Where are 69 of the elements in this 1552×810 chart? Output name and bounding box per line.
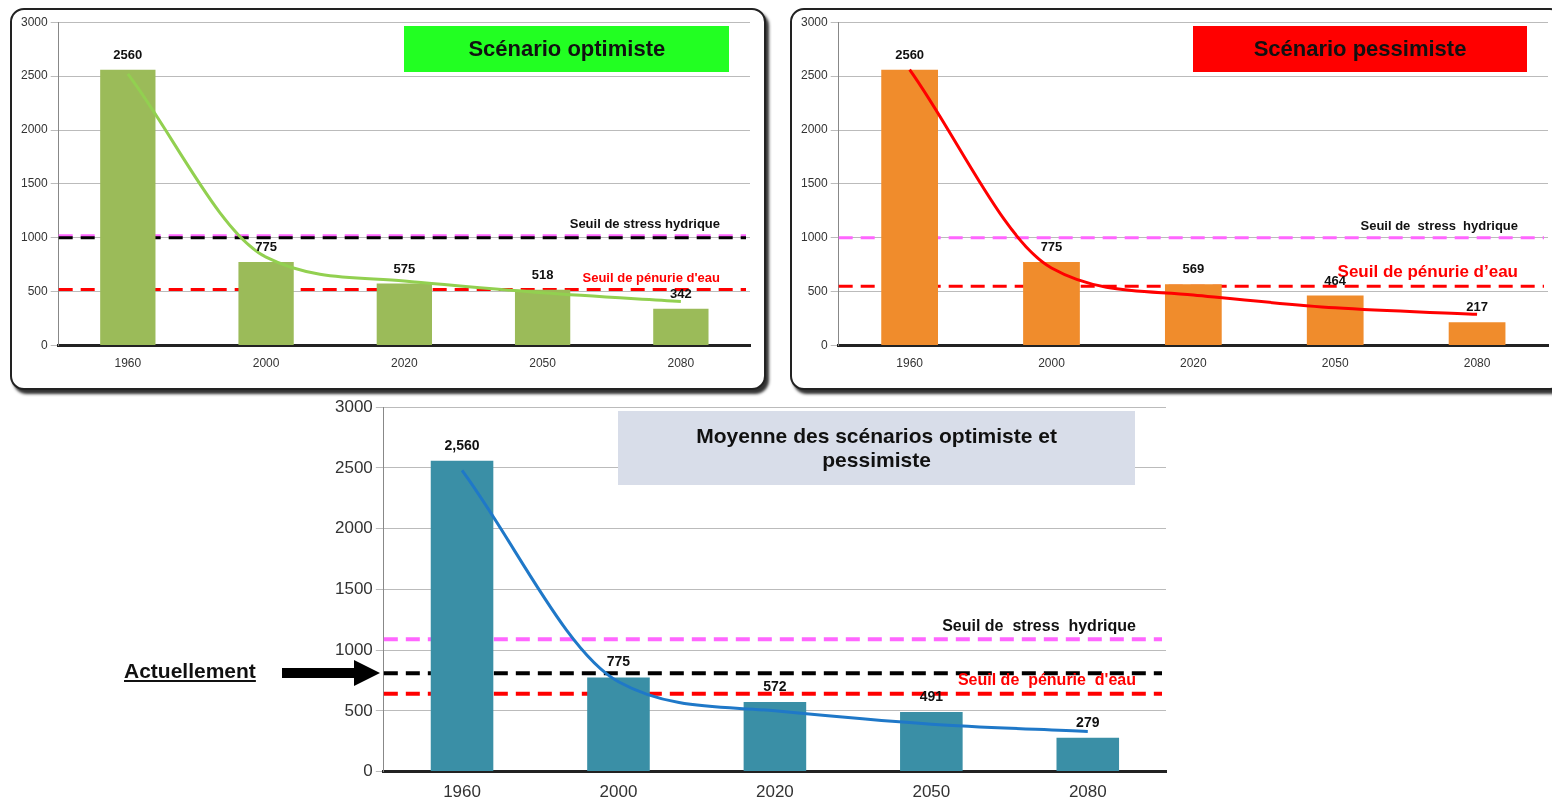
data-label: 569 [1182,261,1205,277]
x-tick-label: 2050 [529,356,557,371]
bar [881,69,938,346]
bar [900,711,963,772]
bar [743,702,807,772]
y-tick-label: 1000 [800,230,829,245]
x-tick-label: 1960 [114,356,142,371]
y-tick-label: 2500 [334,457,373,477]
y-tick-label: 0 [41,337,49,352]
x-tick-label: 2080 [1068,782,1107,802]
y-tick-label: 2000 [800,122,829,137]
y-tick-label: 3000 [800,14,829,29]
y-tick-label: 2500 [800,68,829,83]
data-label: 775 [255,239,277,255]
y-tick-label: 2500 [20,68,49,83]
y-tick-label: 500 [344,700,373,720]
x-tick-label: 2080 [667,356,695,371]
ref-line-label: Seuil de stress hydrique [569,215,720,231]
y-tick-label: 1500 [20,176,49,191]
ref-line-label: Seuil de stress hydrique [942,616,1137,634]
x-tick-label: 2020 [391,356,419,371]
data-label: 217 [1466,299,1488,315]
x-tick-label: 2000 [1038,356,1066,371]
y-tick-label: 3000 [20,14,49,29]
data-label: 2,560 [444,436,480,453]
data-label: 279 [1076,713,1100,730]
ref-line-label: Seuil de pénurie d'eau [957,671,1136,689]
x-tick-label: 2000 [252,356,280,371]
data-label: 775 [606,653,631,670]
bar [653,308,709,346]
x-tick-label: 2050 [1321,356,1349,371]
data-label: 575 [393,260,416,276]
bar [1164,284,1222,346]
y-tick-label: 500 [27,284,49,299]
data-label: 518 [531,266,554,282]
ref-line-label: Seuil de pénurie d'eau [582,269,721,285]
x-tick-label: 1960 [896,356,924,371]
bar [100,69,156,346]
y-tick-label: 1500 [334,579,373,599]
bar [1448,322,1506,346]
y-tick-label: 1500 [800,176,829,191]
x-tick-label: 1960 [443,782,481,802]
y-tick-label: 500 [807,284,829,299]
bar [430,460,494,772]
y-tick-label: 0 [363,761,373,781]
data-label: 572 [763,677,787,694]
bar [587,677,650,772]
data-label: 2560 [113,46,143,62]
bar [238,262,294,346]
y-tick-label: 0 [821,337,829,352]
bar [376,283,432,346]
data-label: 775 [1040,239,1063,255]
data-label: 2560 [895,46,925,62]
bar [1056,737,1120,772]
y-tick-label: 2000 [20,122,49,137]
x-tick-label: 2050 [912,782,951,802]
x-tick-label: 2020 [1180,356,1208,371]
y-tick-label: 1000 [20,230,49,245]
text: Actuellement [124,659,256,684]
y-tick-label: 3000 [334,396,373,416]
ref-line-label: Seuil de stress hydrique [1360,217,1518,233]
bar [1023,262,1080,346]
x-tick-label: 2020 [756,782,794,802]
bar [514,289,571,346]
y-tick-label: 2000 [334,518,373,538]
x-tick-label: 2080 [1463,356,1491,371]
bar [1306,295,1364,346]
y-tick-label: 1000 [334,639,373,659]
x-tick-label: 2000 [599,782,638,802]
